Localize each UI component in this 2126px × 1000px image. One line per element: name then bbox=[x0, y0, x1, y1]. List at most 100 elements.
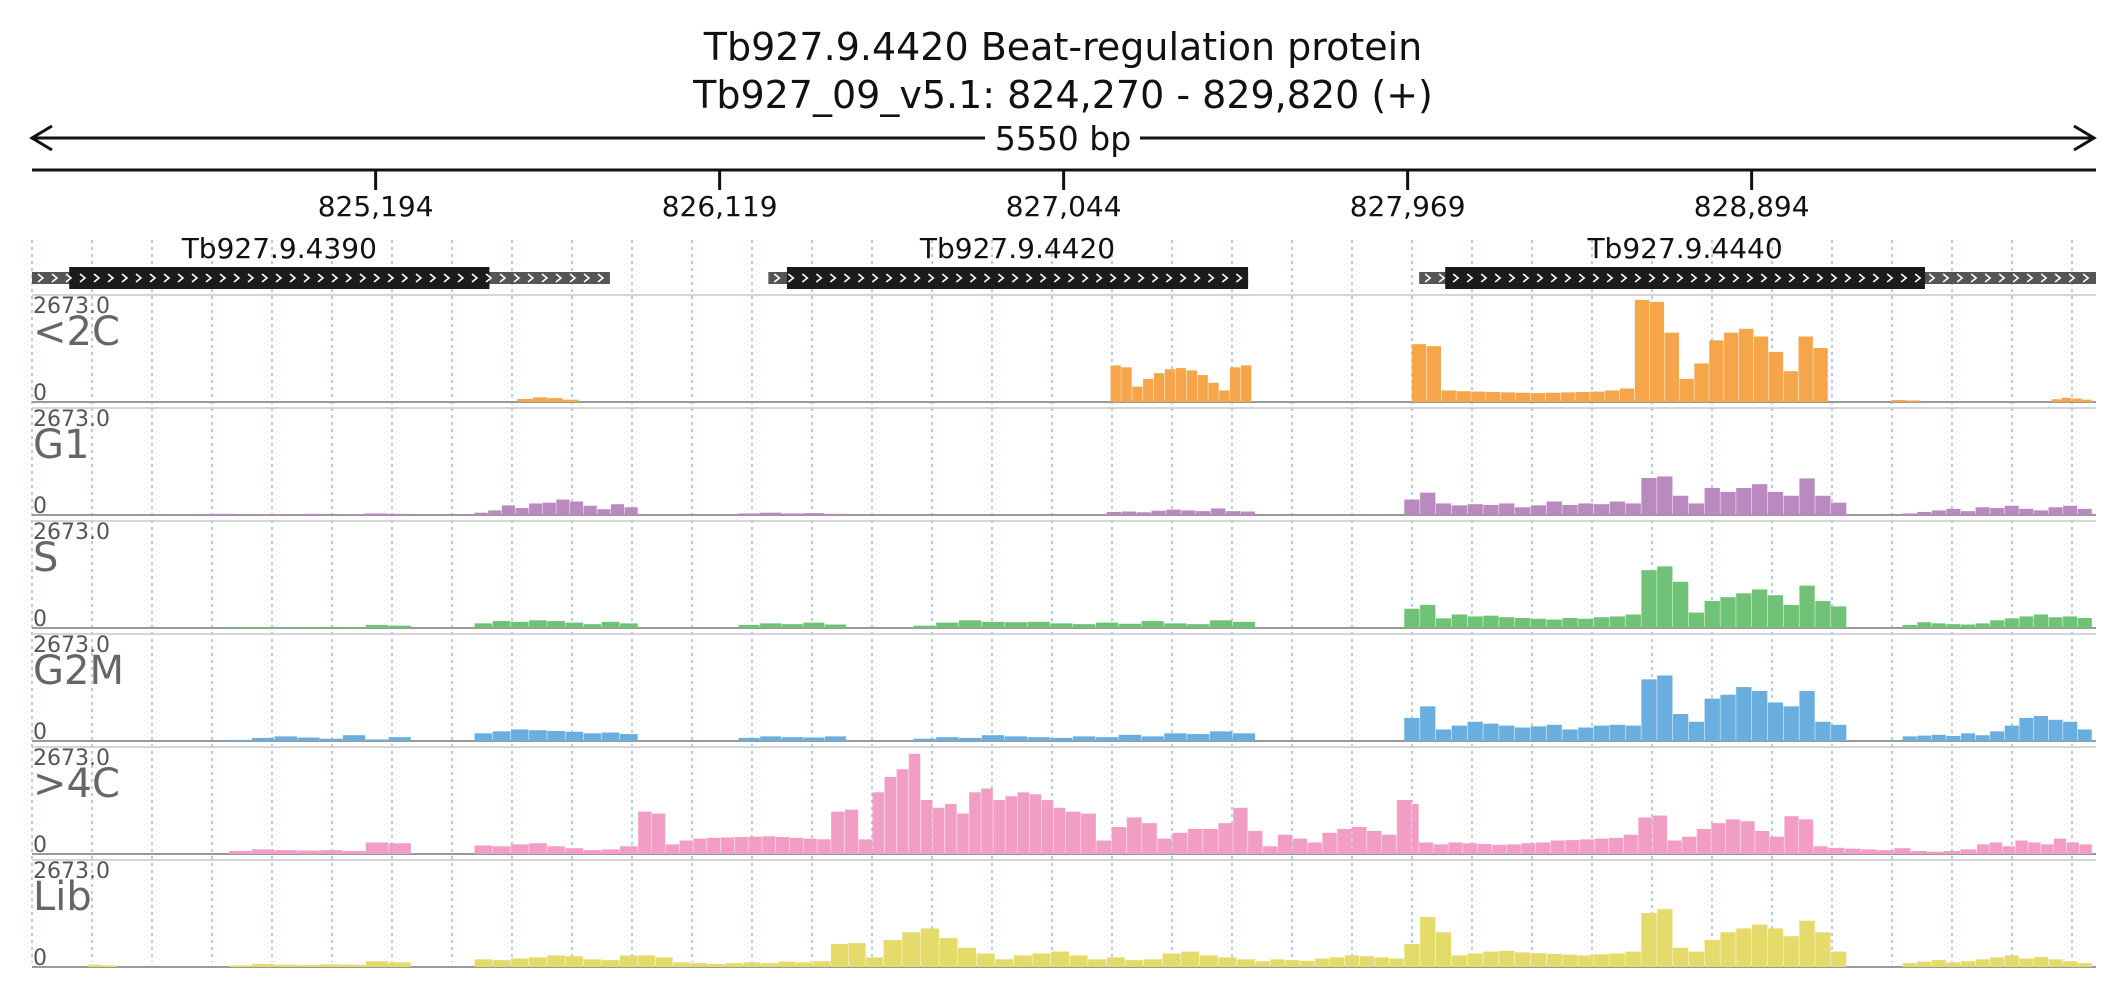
coverage-bar bbox=[1711, 823, 1726, 854]
coverage-bar bbox=[1435, 503, 1452, 515]
coverage-bar bbox=[1530, 726, 1547, 741]
coverage-bar bbox=[2041, 844, 2054, 854]
coverage-bar bbox=[2004, 618, 2019, 628]
strand-chevron bbox=[1690, 273, 1698, 283]
coverage-bar bbox=[1736, 928, 1752, 967]
coverage-bar bbox=[1106, 957, 1125, 967]
coverage-bar bbox=[601, 732, 620, 741]
coverage-bar bbox=[1625, 951, 1641, 967]
coverage-bar bbox=[1389, 958, 1404, 967]
strand-chevron bbox=[1914, 273, 1922, 283]
coverage-bar bbox=[610, 504, 625, 515]
track-max-label: 2673.0 bbox=[33, 294, 110, 319]
coverage-track: 2673.0S 0 bbox=[32, 520, 2096, 632]
coverage-bar bbox=[2004, 725, 2019, 741]
strand-chevron bbox=[1221, 273, 1229, 283]
coverage-bar bbox=[1027, 737, 1050, 741]
coverage-bar bbox=[1960, 961, 1976, 967]
strand-chevron bbox=[107, 273, 115, 283]
strand-chevron bbox=[1928, 273, 1936, 283]
strand-chevron bbox=[927, 273, 935, 283]
coverage-bar bbox=[1694, 363, 1709, 402]
coverage-bar bbox=[1828, 847, 1845, 854]
axis-tick-label: 827,044 bbox=[1006, 190, 1122, 223]
coverage-bar bbox=[1783, 706, 1799, 741]
coverage-bar bbox=[693, 838, 707, 854]
coverage-bar bbox=[1799, 585, 1815, 628]
coverage-bar bbox=[601, 960, 620, 967]
strand-chevron bbox=[345, 273, 353, 283]
coverage-bar bbox=[251, 737, 275, 741]
strand-chevron bbox=[1718, 273, 1726, 283]
strand-chevron bbox=[513, 273, 521, 283]
length-scale-arrow: 5550 bp bbox=[29, 119, 2097, 158]
figure-title-locus: Tb927_09_v5.1: 824,270 - 829,820 (+) bbox=[692, 73, 1433, 117]
coverage-bar bbox=[2048, 617, 2063, 628]
coverage-bar bbox=[2077, 963, 2092, 967]
coverage-bar bbox=[624, 507, 638, 515]
coverage-bar bbox=[959, 620, 982, 628]
coverage-bar bbox=[1004, 736, 1027, 741]
coverage-bar bbox=[1451, 955, 1468, 967]
coverage-bar bbox=[1657, 566, 1673, 628]
coverage-bar bbox=[1255, 961, 1270, 967]
coverage-bar bbox=[387, 513, 411, 515]
coverage-bar bbox=[1499, 503, 1515, 515]
strand-chevron bbox=[1774, 273, 1782, 283]
coverage-bar bbox=[1783, 371, 1798, 402]
coverage-bar bbox=[1960, 624, 1976, 628]
coverage-bar bbox=[565, 731, 584, 741]
coverage-bar bbox=[1578, 503, 1594, 515]
coverage-bar bbox=[474, 512, 488, 515]
coverage-bar bbox=[1404, 717, 1420, 741]
coverage-bar bbox=[1359, 956, 1375, 967]
coverage-bar bbox=[707, 837, 721, 854]
strand-chevron bbox=[955, 273, 963, 283]
coverage-bar bbox=[1164, 733, 1187, 741]
coverage-bar bbox=[1004, 622, 1027, 628]
strand-chevron bbox=[1872, 273, 1880, 283]
strand-chevron bbox=[1746, 273, 1754, 283]
coverage-bar bbox=[1799, 478, 1815, 515]
coverage-bar bbox=[1486, 391, 1501, 402]
coverage-bar bbox=[1110, 365, 1121, 402]
coverage-bar bbox=[388, 962, 411, 967]
strand-chevron bbox=[2012, 273, 2020, 283]
coverage-bar bbox=[1172, 832, 1188, 854]
strand-chevron bbox=[135, 273, 143, 283]
coverage-bar bbox=[342, 964, 366, 967]
coverage-bar bbox=[1005, 796, 1018, 854]
coverage-bar bbox=[781, 624, 803, 628]
coverage-bar bbox=[1162, 953, 1181, 967]
axis-tick-label: 826,119 bbox=[662, 190, 778, 223]
coverage-bar bbox=[547, 955, 565, 967]
coverage-bar bbox=[1175, 368, 1187, 402]
strand-chevron bbox=[1536, 273, 1544, 283]
strand-chevron bbox=[801, 273, 809, 283]
coverage-bar bbox=[1688, 721, 1705, 741]
coverage-bar bbox=[1891, 400, 1906, 402]
coverage-bar bbox=[492, 731, 511, 741]
strand-chevron bbox=[303, 273, 311, 283]
coverage-bar bbox=[2002, 846, 2015, 854]
track-name-label: G1 bbox=[33, 422, 89, 468]
coverage-bar bbox=[1704, 698, 1720, 741]
coverage-bar bbox=[1181, 510, 1196, 515]
coverage-bar bbox=[565, 848, 584, 854]
coverage-bar bbox=[1236, 959, 1256, 967]
strand-chevron bbox=[773, 273, 781, 283]
strand-chevron bbox=[289, 273, 297, 283]
coverage-bar bbox=[2033, 614, 2049, 628]
coverage-bar bbox=[976, 953, 995, 967]
strand-chevron bbox=[177, 273, 185, 283]
strand-chevron bbox=[1424, 273, 1432, 283]
coverage-bar bbox=[1506, 844, 1521, 854]
gene-annotation-track: Tb927.9.4390 Tb927.9.4420 Tb927.9.4440 bbox=[32, 232, 2096, 289]
coverage-bar bbox=[620, 846, 638, 854]
coverage-bar bbox=[1435, 618, 1452, 628]
coverage-bar bbox=[1752, 589, 1768, 628]
coverage-bar bbox=[1441, 390, 1456, 402]
coverage-bar bbox=[601, 849, 620, 854]
coverage-bar bbox=[1536, 842, 1551, 854]
coverage-bar bbox=[1815, 601, 1831, 628]
